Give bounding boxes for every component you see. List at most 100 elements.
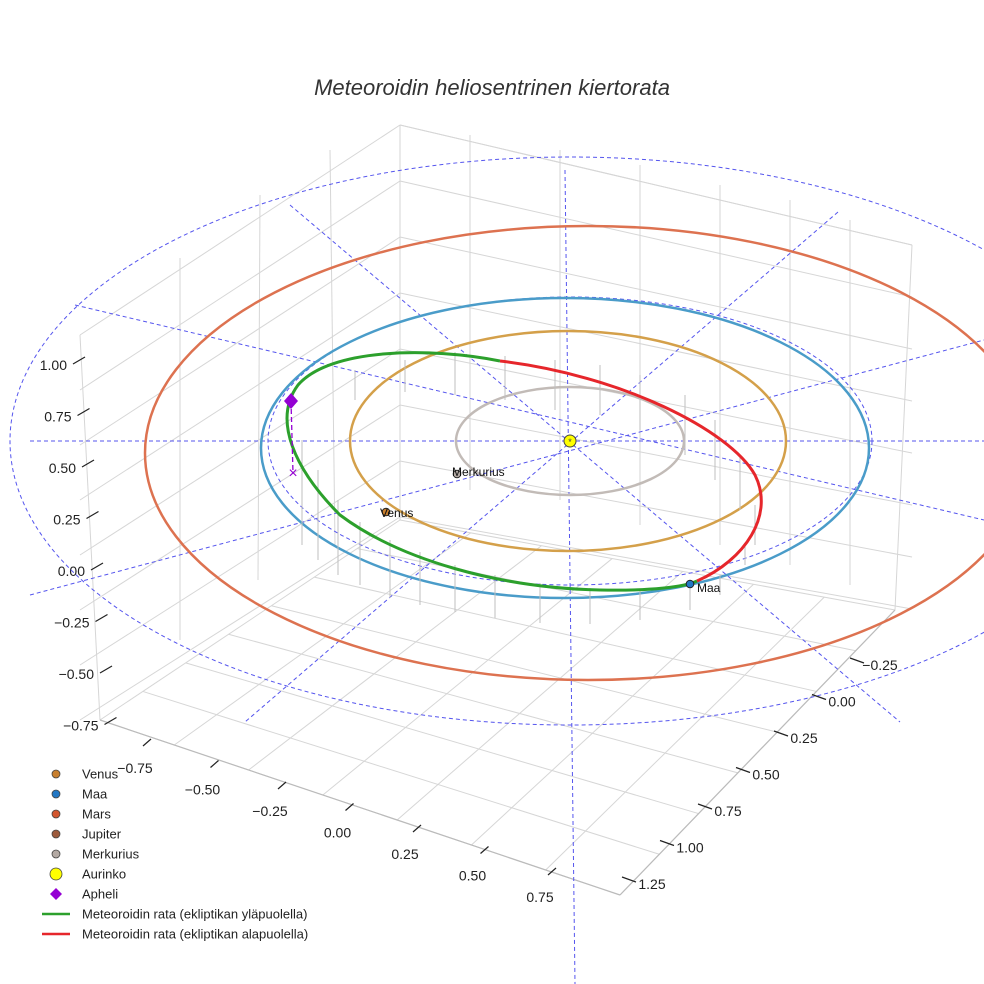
y-tick-mark [621,876,637,883]
grid-line [79,460,401,666]
y-tick-label: 1.00 [676,840,703,856]
x-tick-label: 0.25 [391,846,418,862]
legend-entry: Mars [82,807,111,822]
grid-line [257,194,261,581]
legend-swatch [51,849,61,859]
x-tick-label: 0.75 [526,889,553,905]
grid-line [79,348,401,556]
aphelion-drop [290,400,294,474]
grid-line [471,583,754,846]
x-tick-mark [345,803,354,811]
y-tick-mark [811,693,827,701]
orbit-venus [348,329,788,553]
grid-line [79,292,401,501]
orbit-mars [143,224,984,682]
planet-label: Venus [380,506,413,520]
y-tick-label: 1.25 [638,876,665,892]
legend-swatch [51,789,61,799]
z-tick-mark [72,356,86,365]
z-tick-mark [95,613,108,623]
legend-entry: Apheli [82,887,118,902]
grid-line [399,404,913,506]
z-tick-mark [81,459,95,468]
orbit-maa [259,296,871,600]
grid-line [357,548,856,652]
planet-label: Merkurius [452,465,505,479]
planet-marker [381,507,391,517]
grid-line [894,244,913,611]
x-tick-label: −0.50 [185,782,221,798]
grid-line [99,519,401,721]
orbit-merkurius [454,385,686,497]
grid-line [271,605,778,733]
z-tick-label: −0.25 [54,615,90,631]
x-tick-label: 0.00 [324,825,351,841]
planet-marker [452,469,462,479]
grid-line [399,292,913,402]
y-tick-label: 0.50 [752,767,779,783]
legend-entry: Meteoroidin rata (ekliptikan alapuolella… [82,927,308,942]
z-tick-mark [104,716,117,726]
legend-entry: Merkurius [82,847,140,862]
meteoroid-orbit-below [499,359,763,583]
grid-line [329,149,336,546]
grid-line [142,690,660,855]
legend-entry: Venus [82,767,119,782]
grid-line [545,596,825,871]
y-tick-mark [773,730,789,737]
grid-line [399,180,913,298]
y-tick-label: 0.25 [790,730,817,746]
grid-line [79,124,401,336]
orbits [9,156,984,984]
aphelion-marker [284,393,298,409]
legend-swatch [50,888,62,900]
axis-edge [99,719,621,896]
z-tick-mark [86,510,99,520]
guide-ray [244,211,839,723]
guide-ray [29,339,984,596]
x-tick-mark [142,738,152,747]
z-tick-label: 0.75 [44,409,71,425]
grid-line [79,404,401,611]
z-tick-label: 1.00 [40,357,67,373]
grid-line [399,516,913,610]
sun-symbol: * [568,437,572,447]
grid-line [399,124,913,246]
z-tick-mark [90,562,104,571]
x-tick-mark [547,867,557,876]
grid-line [79,334,101,721]
grid-line [79,516,401,721]
z-tick-label: −0.75 [63,718,99,734]
y-tick-mark [697,803,713,810]
guide-ray [74,304,984,521]
z-tick-label: 0.25 [53,512,80,528]
legend: Venus Maa Mars Jupiter Merkurius Aurinko Aphel… [42,767,308,942]
markers: × * Merkurius Venus Maa [284,393,721,595]
axis-ticks: 1.00 0.75 0.50 0.25 0.00 −0.25 −0.50 −0.75 −0.75… [40,356,898,905]
x-tick-label: −0.25 [252,803,288,819]
x-tick-mark [412,824,422,833]
aphelion-projection-marker: × [288,465,297,482]
grid-line [314,576,817,692]
y-tick-label: 0.75 [714,803,741,819]
z-tick-label: −0.50 [59,666,95,682]
grid-line [185,662,699,815]
legend-entry: Maa [82,787,108,802]
chart-title: Meteoroidin heliosentrinen kiertorata [314,75,670,100]
grid-line [396,571,684,821]
y-tick-mark [659,839,675,847]
legend-entry: Meteoroidin rata (ekliptikan yläpuolella… [82,907,307,922]
legend-entry: Jupiter [82,827,122,842]
y-tick-label: −0.25 [862,657,898,673]
grid-line [79,236,401,446]
y-tick-label: 0.00 [828,694,855,710]
axis-edge [619,609,896,896]
z-tick-label: 0.50 [49,460,76,476]
z-tick-mark [77,407,90,417]
guide-ellipse [9,156,984,726]
grid-line [399,519,896,611]
y-tick-mark [849,657,865,664]
y-tick-mark [735,766,751,774]
guide-ray [564,169,576,984]
